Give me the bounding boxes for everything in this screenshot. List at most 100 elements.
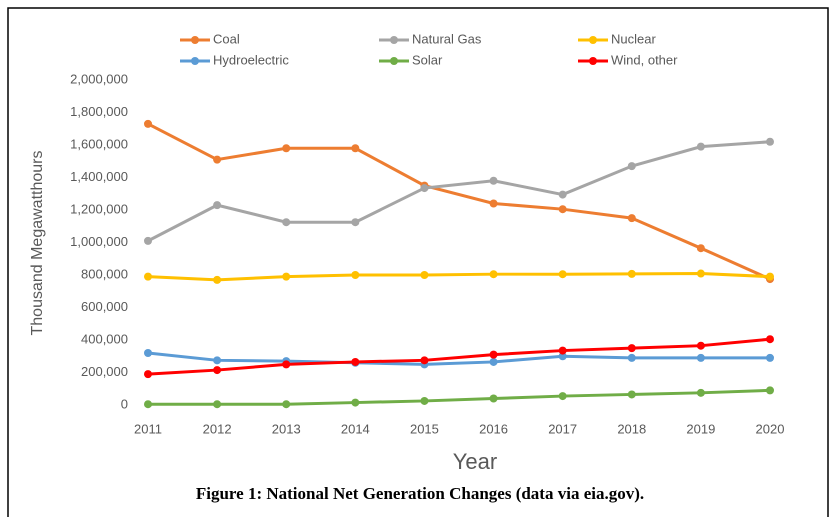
y-tick-label: 600,000 [81, 299, 128, 314]
x-tick-label: 2017 [548, 421, 577, 436]
y-tick-label: 1,000,000 [70, 234, 128, 249]
data-point [351, 398, 360, 407]
series-line [147, 272, 771, 282]
data-point [627, 214, 636, 223]
series-line [147, 140, 771, 243]
y-tick-label: 0 [121, 396, 128, 411]
data-point [627, 353, 636, 362]
series-line [147, 122, 771, 281]
data-point [766, 386, 774, 395]
data-point [696, 269, 705, 278]
data-point [144, 400, 152, 409]
data-point [144, 272, 152, 281]
data-point [420, 271, 429, 279]
data-point [282, 400, 291, 409]
x-tick-label: 2018 [617, 421, 646, 436]
data-point [420, 396, 429, 405]
y-tick-label: 400,000 [81, 331, 128, 346]
x-tick-label: 2019 [686, 421, 715, 436]
y-tick-label: 1,800,000 [70, 104, 128, 119]
data-point [489, 270, 498, 279]
data-point [696, 244, 705, 253]
data-point [351, 218, 360, 227]
data-point [282, 272, 291, 281]
data-point [766, 353, 774, 362]
data-point [213, 356, 222, 365]
data-point [766, 272, 774, 281]
data-point [489, 176, 498, 185]
data-point [213, 275, 222, 284]
data-point [489, 350, 498, 359]
data-point [558, 392, 567, 401]
y-tick-label: 200,000 [81, 364, 128, 379]
legend-marker [589, 57, 597, 65]
data-point [420, 184, 429, 193]
data-point [696, 388, 705, 397]
legend-label: Hydroelectric [213, 52, 289, 67]
data-point [558, 205, 567, 214]
data-point [420, 356, 429, 365]
series-line [148, 388, 771, 406]
data-point [144, 349, 152, 357]
data-point [627, 344, 636, 353]
x-axis-label: Year [453, 449, 497, 474]
legend-label: Nuclear [611, 31, 656, 46]
legend-marker [191, 57, 199, 65]
data-point [627, 162, 636, 171]
data-point [489, 357, 498, 366]
y-tick-label: 2,000,000 [70, 71, 128, 86]
data-point [558, 270, 567, 279]
legend-marker [390, 36, 398, 44]
data-point [351, 144, 360, 153]
series-line [147, 337, 771, 376]
data-point [696, 142, 705, 151]
data-point [489, 394, 498, 403]
x-tick-label: 2016 [479, 421, 508, 436]
data-point [144, 119, 152, 128]
data-point [627, 269, 636, 278]
y-tick-label: 1,600,000 [70, 136, 128, 151]
x-tick-label: 2020 [756, 421, 785, 436]
legend-label: Coal [213, 31, 240, 46]
legend-marker [191, 36, 199, 44]
data-point [558, 190, 567, 199]
data-point [558, 346, 567, 355]
y-axis-label: Thousand Megawatthours [29, 151, 46, 336]
data-point [213, 366, 222, 375]
data-point [213, 201, 222, 210]
y-tick-label: 1,400,000 [70, 169, 128, 184]
x-tick-label: 2011 [134, 421, 162, 436]
data-point [213, 400, 222, 409]
data-point [144, 236, 152, 245]
data-point [282, 360, 291, 369]
data-point [213, 155, 222, 164]
legend-marker [589, 36, 597, 44]
data-point [282, 144, 291, 153]
data-point [144, 370, 152, 379]
x-tick-label: 2014 [341, 421, 370, 436]
data-point [282, 218, 291, 227]
legend-label: Solar [412, 52, 443, 67]
data-point [696, 353, 705, 362]
y-tick-label: 800,000 [81, 266, 128, 281]
x-tick-label: 2013 [272, 421, 301, 436]
frame [7, 7, 829, 517]
data-point [351, 357, 360, 366]
data-point [558, 352, 567, 361]
data-point [351, 271, 360, 279]
x-tick-label: 2015 [410, 421, 439, 436]
data-point [627, 390, 636, 399]
legend-label: Wind, other [611, 52, 678, 67]
y-tick-label: 1,200,000 [70, 201, 128, 216]
data-point [489, 199, 498, 208]
data-point [766, 335, 774, 344]
data-point [696, 341, 705, 350]
legend-label: Natural Gas [412, 31, 482, 46]
caption: Figure 1: National Net Generation Change… [196, 484, 644, 503]
legend-marker [390, 57, 398, 65]
x-tick-label: 2012 [203, 421, 232, 436]
series-line [147, 351, 770, 366]
data-point [766, 137, 774, 146]
